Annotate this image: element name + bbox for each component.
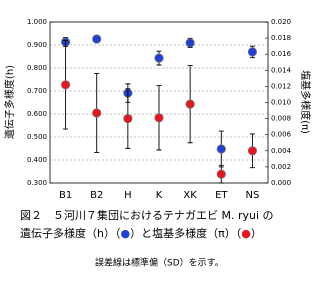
- data-point: [185, 99, 195, 109]
- y2-tick-label: 0.008: [271, 115, 291, 123]
- data-point: [216, 169, 226, 179]
- data-point: [92, 34, 102, 44]
- x-tick-label: K: [156, 190, 163, 201]
- data-point: [247, 47, 258, 57]
- caption-note: 誤差線は標準偏（SD）を示す。: [95, 257, 224, 269]
- y-tick-label: 0.700: [27, 87, 47, 95]
- data-point: [247, 146, 258, 156]
- y2-tick-label: 0.016: [271, 50, 292, 58]
- y2-axis-label: 塩基多様度(π): [299, 70, 312, 134]
- x-tick-label: B1: [59, 190, 72, 201]
- caption-line2: 遺伝子多様度（h）（●）と塩基多様度（π）（●）: [20, 226, 262, 240]
- y2-tick-label: 0.012: [271, 82, 291, 90]
- y-tick-label: 0.800: [27, 64, 47, 72]
- data-point: [123, 114, 133, 124]
- caption-part: ●: [241, 227, 251, 240]
- data-point: [216, 144, 226, 154]
- y2-tick-label: 0.004: [271, 147, 292, 155]
- y-tick-label: 0.900: [27, 41, 47, 49]
- y-tick-label: 0.500: [27, 133, 47, 141]
- y-tick-label: 0.300: [27, 179, 47, 187]
- data-point: [60, 80, 71, 90]
- chart: 遺伝子多様度(h) 塩基多様度(π) 図２ ５河川７集団におけるテナガエビ M.…: [3, 18, 312, 269]
- caption-part: 遺伝子多様度（h）（: [20, 226, 120, 240]
- y2-tick-label: 0.018: [271, 34, 291, 42]
- y2-tick-label: 0.000: [271, 179, 291, 187]
- caption-part: ）と塩基多様度（π）（: [130, 226, 241, 240]
- data-point: [154, 53, 164, 63]
- y-tick-label: 1.000: [27, 18, 47, 26]
- x-tick-label: B2: [90, 190, 103, 201]
- caption-line1: 図２ ５河川７集団におけるテナガエビ M. ryui の: [20, 208, 274, 222]
- x-tick-label: NS: [246, 190, 260, 201]
- caption-part: ●: [120, 227, 130, 240]
- y2-tick-label: 0.010: [271, 99, 291, 107]
- data-point: [92, 108, 102, 118]
- x-tick-label: H: [124, 190, 132, 201]
- y2-tick-label: 0.020: [271, 18, 291, 26]
- y2-tick-label: 0.002: [271, 163, 291, 171]
- y-tick-label: 0.600: [27, 110, 47, 118]
- y2-tick-label: 0.006: [271, 131, 292, 139]
- y-axis-label: 遺伝子多様度(h): [3, 65, 16, 139]
- caption-part: ）: [251, 227, 262, 240]
- data-point: [185, 38, 195, 48]
- y-tick-label: 0.400: [27, 156, 47, 164]
- data-point: [154, 113, 164, 123]
- x-tick-label: XK: [183, 190, 197, 201]
- x-tick-label: ET: [215, 190, 228, 201]
- y2-tick-label: 0.014: [271, 66, 292, 74]
